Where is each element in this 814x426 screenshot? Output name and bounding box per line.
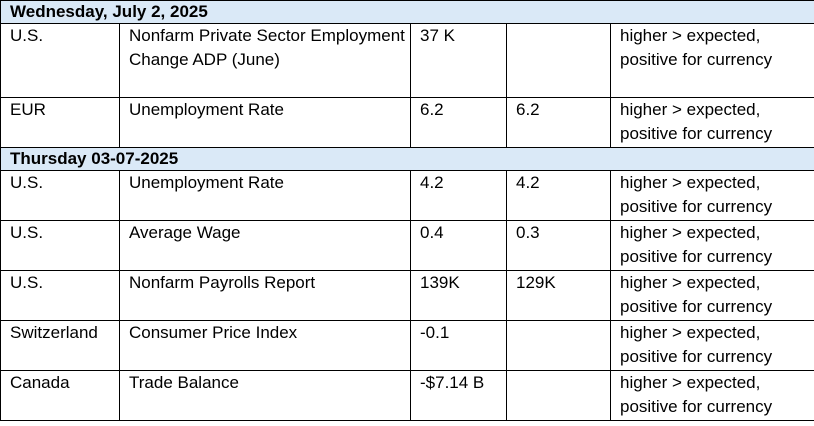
section-header-row: Wednesday, July 2, 2025 [0,0,814,24]
forecast-value-cell [506,370,611,421]
table-row: U.S. Unemployment Rate 4.2 4.2 higher > … [0,170,814,221]
impact-cell: higher > expected, positive for currency [609,270,814,321]
indicator-cell: Trade Balance [119,370,411,421]
country-cell: U.S. [0,270,120,321]
indicator-cell: Nonfarm Payrolls Report [119,270,411,321]
actual-value-cell: 139K [410,270,507,321]
indicator-cell: Unemployment Rate [119,97,411,148]
actual-value-cell: 6.2 [410,97,507,148]
forecast-value-cell [506,320,611,371]
forecast-value-cell [506,23,611,98]
impact-cell: higher > expected, positive for currency [609,320,814,371]
actual-value-cell: -$7.14 B [410,370,507,421]
section-header-row: Thursday 03-07-2025 [0,147,814,171]
indicator-cell: Consumer Price Index [119,320,411,371]
impact-cell: higher > expected, positive for currency [609,370,814,421]
country-cell: Canada [0,370,120,421]
table-row: U.S. Average Wage 0.4 0.3 higher > expec… [0,220,814,271]
impact-cell: higher > expected, positive for currency [609,220,814,271]
impact-cell: higher > expected, positive for currency [609,97,814,148]
forecast-value-cell: 0.3 [506,220,611,271]
table-row: Switzerland Consumer Price Index -0.1 hi… [0,320,814,371]
country-cell: EUR [0,97,120,148]
indicator-cell: Nonfarm Private Sector Employment Change… [119,23,411,98]
section-date-heading: Wednesday, July 2, 2025 [0,0,814,24]
forecast-value-cell: 6.2 [506,97,611,148]
actual-value-cell: 37 K [410,23,507,98]
actual-value-cell: 0.4 [410,220,507,271]
country-cell: U.S. [0,220,120,271]
country-cell: Switzerland [0,320,120,371]
actual-value-cell: -0.1 [410,320,507,371]
section-date-heading: Thursday 03-07-2025 [0,147,814,171]
forecast-value-cell: 129K [506,270,611,321]
table-row: U.S. Nonfarm Payrolls Report 139K 129K h… [0,270,814,321]
actual-value-cell: 4.2 [410,170,507,221]
indicator-cell: Unemployment Rate [119,170,411,221]
impact-cell: higher > expected, positive for currency [609,170,814,221]
table-row: U.S. Nonfarm Private Sector Employment C… [0,23,814,98]
forecast-value-cell: 4.2 [506,170,611,221]
indicator-cell: Average Wage [119,220,411,271]
table-row: Canada Trade Balance -$7.14 B higher > e… [0,370,814,421]
impact-cell: higher > expected, positive for currency [609,23,814,98]
country-cell: U.S. [0,170,120,221]
table-row: EUR Unemployment Rate 6.2 6.2 higher > e… [0,97,814,148]
country-cell: U.S. [0,23,120,98]
